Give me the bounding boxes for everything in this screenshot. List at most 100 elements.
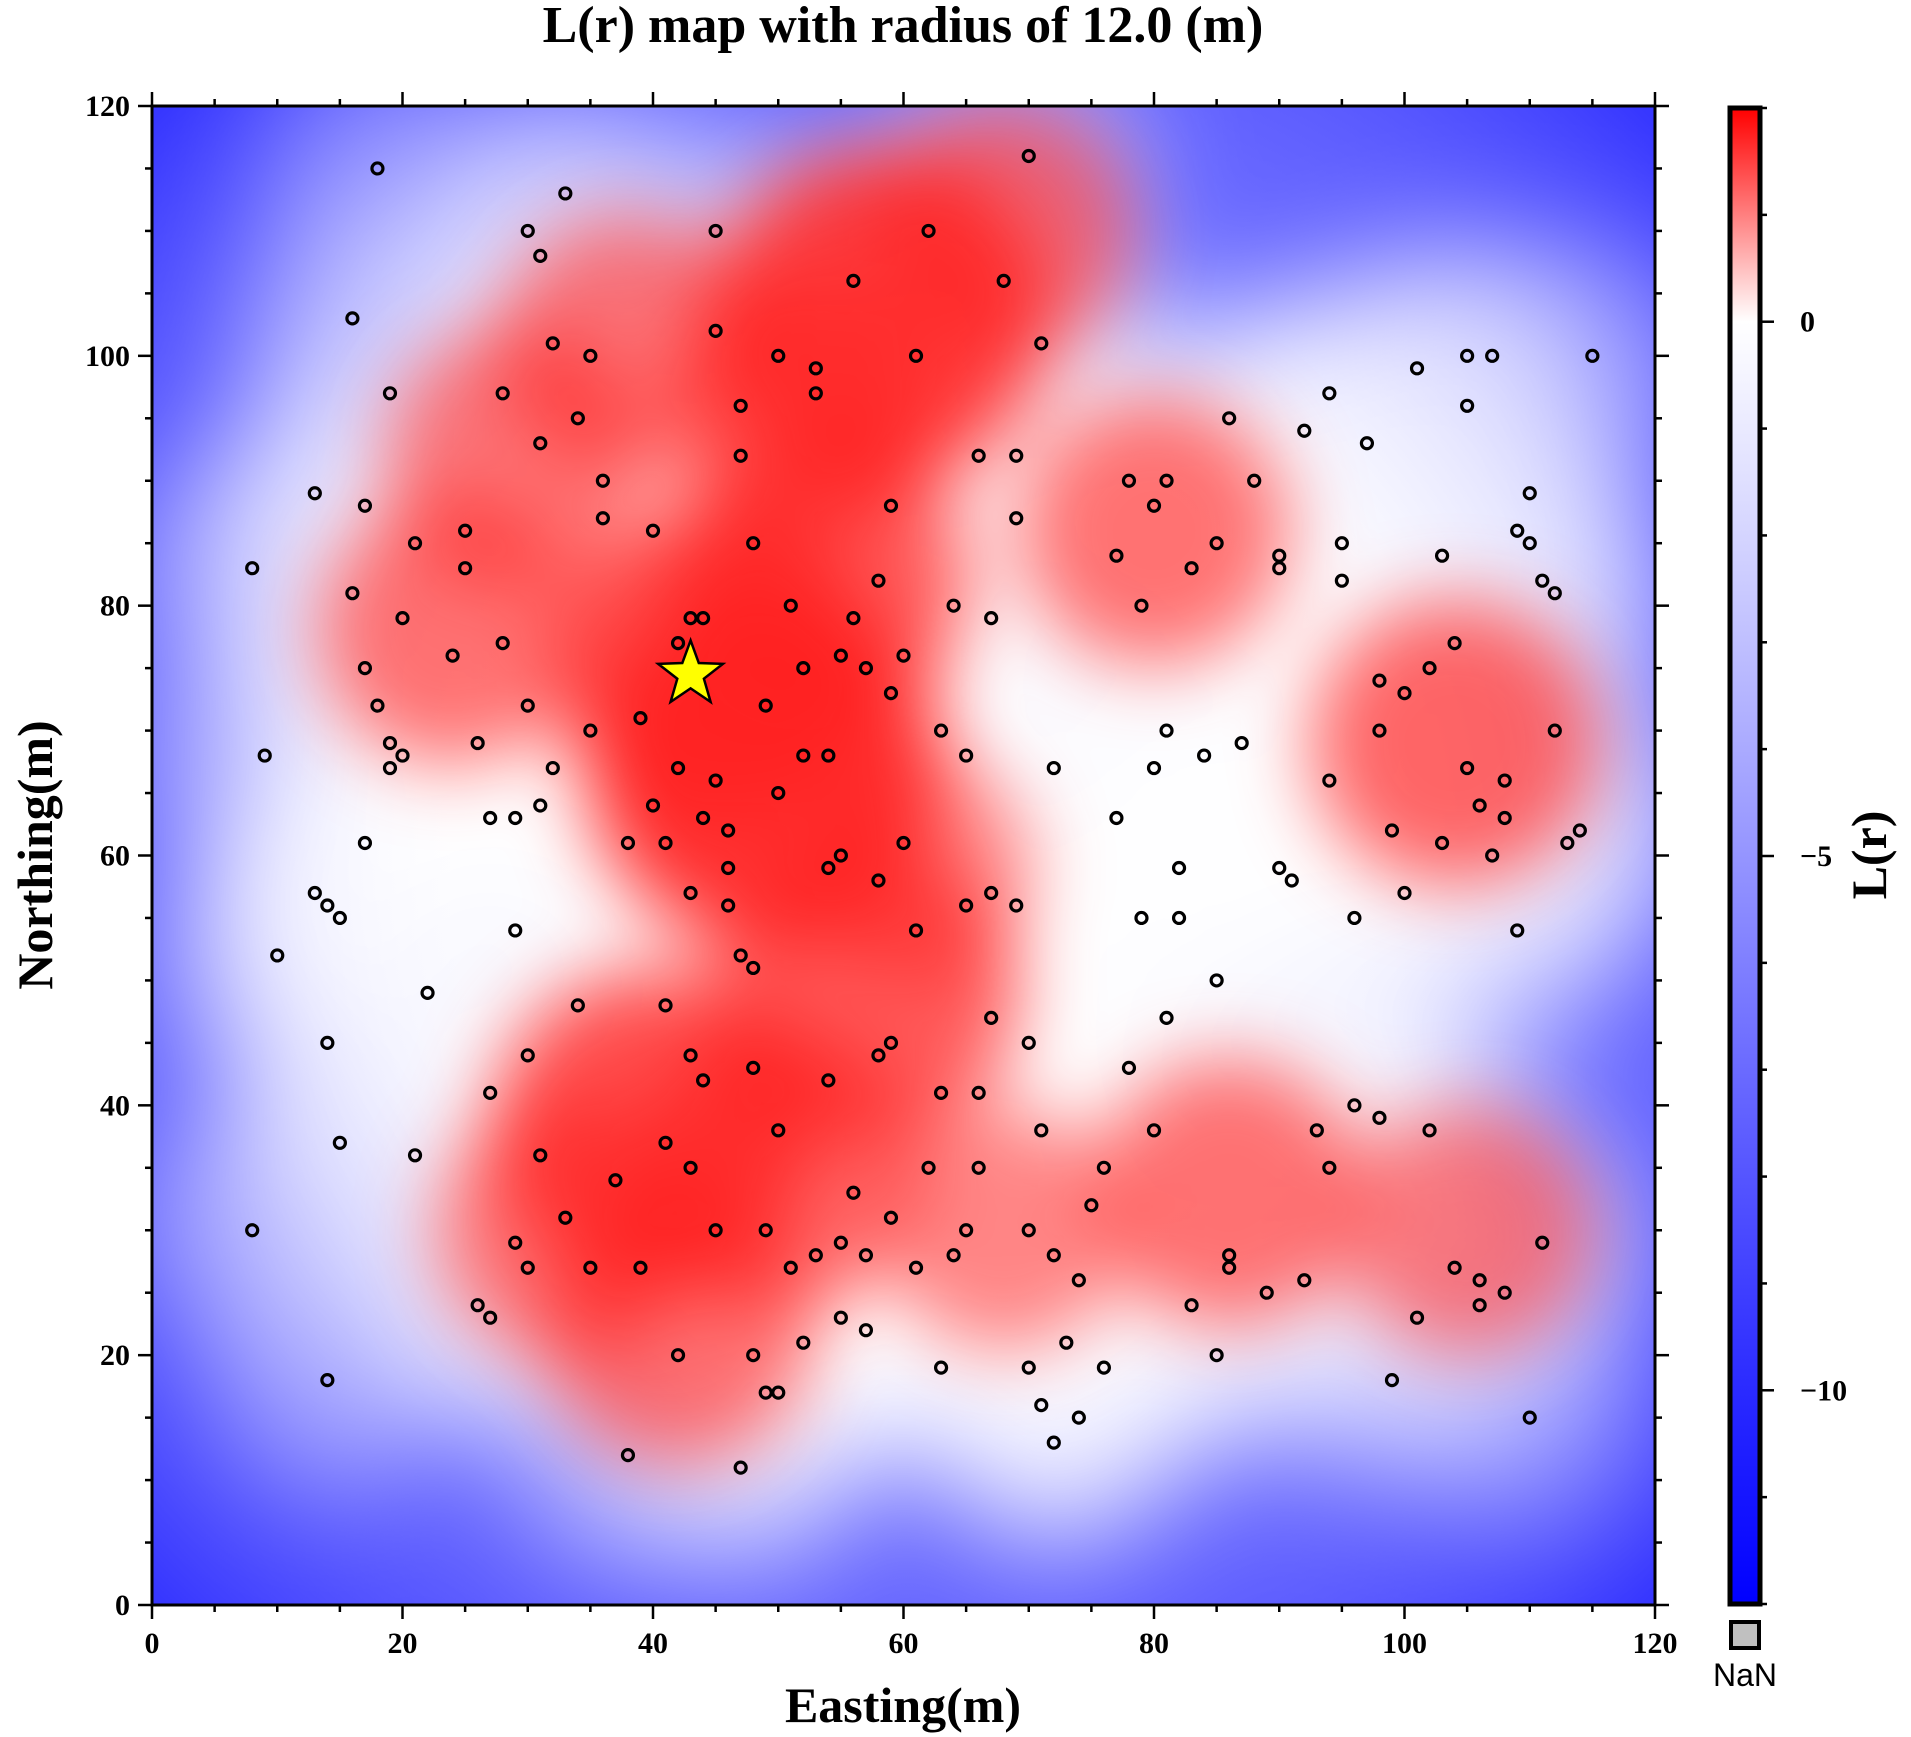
data-point <box>1585 348 1600 363</box>
x-axis-ticks: 0 20 40 60 80 100 120 <box>145 92 1678 1660</box>
data-point <box>370 161 385 176</box>
data-point <box>533 1148 548 1163</box>
data-point <box>345 586 360 601</box>
data-point <box>558 1210 573 1225</box>
data-point <box>708 1223 723 1238</box>
data-point <box>307 885 322 901</box>
data-point <box>1021 1223 1036 1238</box>
data-point <box>1397 885 1412 901</box>
data-point <box>683 885 698 901</box>
data-point <box>645 523 661 538</box>
data-point <box>357 498 373 513</box>
data-point <box>1460 760 1475 776</box>
data-point <box>445 648 460 663</box>
data-point <box>1384 1373 1400 1388</box>
data-point <box>1510 923 1525 938</box>
data-point <box>858 661 874 676</box>
hotspot-13 <box>1019 395 1289 666</box>
data-point <box>1472 1298 1487 1313</box>
data-point <box>332 1135 347 1150</box>
colorbar-tick-label: 0 <box>1800 306 1815 339</box>
y-tick-label: 40 <box>100 1089 130 1122</box>
data-point <box>407 1148 423 1163</box>
data-point <box>771 348 786 363</box>
data-point <box>245 1223 260 1238</box>
data-point <box>470 735 485 751</box>
data-point <box>1146 760 1162 776</box>
data-point <box>808 361 823 376</box>
data-point <box>620 835 636 851</box>
data-point <box>320 1373 335 1388</box>
data-point <box>533 436 548 451</box>
data-point <box>871 1048 886 1063</box>
data-point <box>1485 348 1500 363</box>
y-axis-label: Northing(m) <box>7 720 63 989</box>
x-tick-label: 60 <box>889 1627 919 1660</box>
data-point <box>320 898 335 913</box>
data-point <box>683 1160 698 1175</box>
data-point <box>1409 361 1425 376</box>
data-point <box>357 661 373 676</box>
data-point <box>658 835 673 851</box>
data-point <box>1422 1123 1437 1138</box>
data-point <box>908 1260 924 1275</box>
data-point <box>1384 823 1400 838</box>
colorbar-tick-label: −5 <box>1800 840 1832 873</box>
data-point <box>1497 810 1512 826</box>
data-point <box>796 1335 811 1350</box>
data-point <box>746 536 761 551</box>
data-point <box>1046 1435 1061 1450</box>
data-point <box>971 1085 986 1100</box>
data-point <box>1497 1285 1512 1300</box>
data-point <box>1309 1123 1324 1138</box>
hotspot-layer <box>317 106 1599 1466</box>
data-point <box>620 1447 636 1463</box>
data-point <box>1322 386 1337 401</box>
data-point <box>1171 910 1187 926</box>
data-point <box>1109 810 1124 826</box>
data-point <box>1460 348 1475 363</box>
data-point <box>733 948 748 963</box>
data-point <box>1209 536 1224 551</box>
x-tick-label: 20 <box>388 1627 418 1660</box>
data-point <box>896 648 911 663</box>
data-point <box>921 1160 936 1175</box>
data-point <box>971 1160 986 1175</box>
data-point <box>1196 748 1212 763</box>
data-point <box>633 710 648 726</box>
x-axis-label: Easting(m) <box>785 1677 1021 1733</box>
data-point <box>1109 548 1124 563</box>
data-point <box>1347 910 1362 926</box>
data-point <box>959 748 974 763</box>
data-point <box>708 773 723 788</box>
data-point <box>1009 448 1024 463</box>
hotspot-15 <box>1094 1057 1365 1328</box>
data-point <box>395 748 410 763</box>
data-point <box>670 1348 686 1363</box>
data-point <box>946 598 961 613</box>
data-point <box>633 1260 648 1275</box>
data-point <box>959 898 974 913</box>
data-point <box>858 1248 874 1263</box>
x-tick-label: 40 <box>638 1627 668 1660</box>
data-point <box>933 723 949 738</box>
data-point <box>821 860 836 876</box>
data-point <box>1071 1410 1086 1425</box>
data-point <box>1146 1123 1162 1138</box>
x-tick-label: 0 <box>145 1627 160 1660</box>
data-point <box>545 760 560 776</box>
data-point <box>1372 723 1387 738</box>
data-point <box>746 1060 761 1075</box>
data-point <box>1146 498 1162 513</box>
data-point <box>382 735 398 751</box>
data-point <box>921 223 936 239</box>
data-point <box>1472 798 1487 813</box>
data-point <box>1372 673 1387 688</box>
data-point <box>495 386 510 401</box>
data-point <box>871 873 886 888</box>
hotspot-19 <box>799 750 1034 985</box>
y-tick-label: 100 <box>85 340 130 373</box>
data-point <box>1021 1360 1036 1375</box>
data-point <box>1209 1348 1224 1363</box>
